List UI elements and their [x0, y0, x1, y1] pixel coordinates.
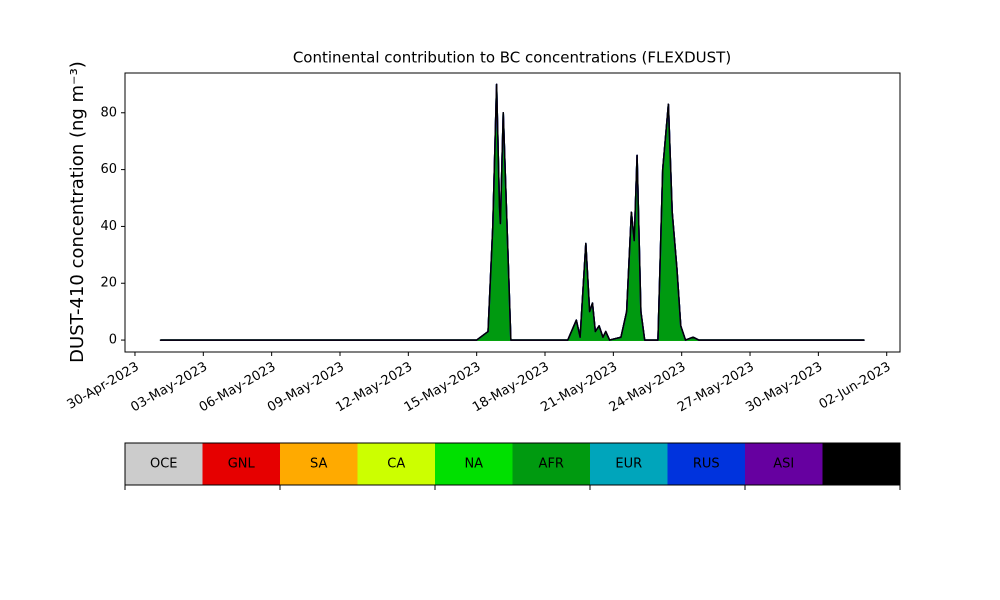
legend-label: GNL	[228, 457, 256, 472]
area	[159, 83, 865, 341]
area	[159, 83, 865, 341]
area	[159, 83, 865, 341]
x-tick-label: 27-May-2023	[675, 360, 757, 416]
x-tick-label: 18-May-2023	[470, 360, 552, 416]
legend-label: RUS	[693, 457, 720, 472]
colorbar-frame	[124, 442, 901, 486]
legend-label: ASI	[773, 457, 794, 472]
y-tick-label: 40	[100, 219, 117, 234]
legend-swatch	[435, 443, 513, 485]
x-tick-label: 06-May-2023	[197, 360, 279, 416]
x-tick-label: 24-May-2023	[607, 360, 689, 416]
legend-swatch	[745, 443, 823, 485]
legend-label: SA	[310, 457, 327, 472]
legend-swatch	[357, 443, 435, 485]
legend-swatch	[822, 443, 900, 485]
legend-label: AUS	[848, 457, 875, 472]
legend-label: CA	[387, 457, 405, 472]
legend-swatch	[280, 443, 358, 485]
x-tick-label: 02-Jun-2023	[817, 360, 894, 413]
y-tick-label: 80	[100, 105, 117, 120]
x-tick-label: 12-May-2023	[333, 360, 415, 416]
x-tick-label: 21-May-2023	[538, 360, 620, 416]
legend-swatch	[512, 443, 590, 485]
legend-label: OCE	[150, 457, 178, 472]
x-tick-label: 30-May-2023	[743, 360, 825, 416]
x-tick-label: 15-May-2023	[402, 360, 484, 416]
legend-label: AFR	[539, 457, 564, 472]
plot-frame	[124, 72, 901, 353]
x-tick-label: 03-May-2023	[128, 360, 210, 416]
legend-swatch	[667, 443, 745, 485]
x-tick-label: 09-May-2023	[265, 360, 347, 416]
legend-swatch	[125, 443, 203, 485]
area	[159, 83, 865, 341]
y-tick-label: 20	[100, 276, 117, 291]
legend-label: EUR	[615, 457, 642, 472]
y-axis-label: DUST-410 concentration (ng m⁻³)	[67, 61, 88, 363]
y-tick-label: 0	[109, 333, 117, 348]
legend-label: NA	[464, 457, 483, 472]
legend-swatch	[590, 443, 668, 485]
y-tick-label: 60	[100, 162, 117, 177]
legend-swatch	[202, 443, 280, 485]
chart-title: Continental contribution to BC concentra…	[293, 49, 731, 67]
area	[159, 83, 865, 341]
